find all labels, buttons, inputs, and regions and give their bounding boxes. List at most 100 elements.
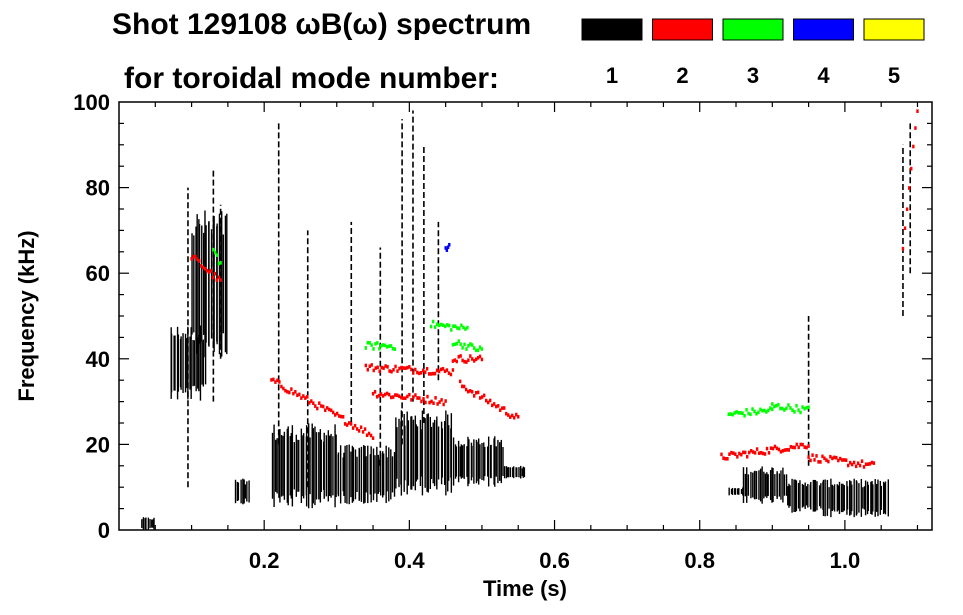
legend-swatch-3 (722, 18, 784, 41)
mode-mark (491, 403, 494, 408)
mode-mark (469, 342, 472, 346)
mode-mark (739, 411, 742, 415)
mode-mark (730, 450, 733, 455)
mode-mark (749, 448, 753, 453)
mode-mark (365, 433, 369, 438)
mode-mark (480, 347, 484, 351)
mode-mark (751, 407, 754, 411)
mode-mark (795, 403, 798, 408)
mode-mark (773, 404, 776, 409)
mode-mark (433, 371, 437, 376)
mode-mark (412, 371, 415, 375)
mode-mark (444, 246, 447, 250)
mode-mark (737, 411, 740, 415)
mode-mark (466, 325, 469, 330)
mode-mark (400, 395, 403, 400)
mode-mark (799, 442, 802, 447)
mode-mark (734, 452, 737, 457)
mode-mark (205, 268, 209, 273)
mode-mark (868, 462, 872, 466)
mode-mark (217, 275, 220, 280)
legend-label-5: 5 (888, 63, 900, 88)
mode-mark (741, 411, 744, 416)
mode-mark (821, 454, 824, 459)
mode-mark (339, 414, 343, 419)
mode-mark (815, 454, 818, 458)
mode-mark (751, 450, 755, 454)
mode-mark (733, 411, 736, 415)
mode-mark (290, 387, 293, 391)
mode-mark (322, 404, 325, 409)
mode-mark (811, 453, 814, 457)
y-tick-label: 40 (86, 347, 110, 372)
mode-mark (827, 459, 830, 464)
mode-mark (470, 389, 474, 394)
y-tick-label: 20 (86, 432, 110, 457)
mode-mark (209, 269, 213, 273)
mode-mark (190, 256, 193, 261)
mode-mark (447, 371, 451, 375)
mode-mark (370, 343, 373, 347)
mode-mark (217, 261, 221, 266)
mode-mark (430, 399, 433, 404)
mode-mark (903, 226, 907, 231)
mode-mark (837, 458, 840, 463)
mode-mark (459, 354, 462, 358)
mode-mark (462, 384, 466, 389)
mode-mark (907, 186, 911, 190)
mode-mark (380, 343, 383, 348)
mode-mark (457, 354, 460, 359)
mode-mark (789, 406, 792, 410)
mode-mark (387, 392, 391, 397)
mode-mark (304, 396, 307, 400)
mode-mark (343, 422, 347, 426)
mode-mark (474, 357, 478, 362)
mode-mark (404, 396, 407, 401)
mode-mark (795, 442, 798, 447)
mode-mark (452, 324, 455, 328)
mode-mark (787, 448, 791, 452)
mode-mark (406, 394, 409, 399)
mode-mark (848, 460, 852, 465)
mode-mark (384, 364, 387, 368)
mode-mark (460, 323, 463, 328)
mode-mark (310, 399, 313, 403)
mode-mark (807, 444, 810, 448)
mode-mark (767, 451, 771, 455)
mode-mark (474, 348, 478, 353)
mode-mark (374, 342, 377, 346)
mode-mark (453, 358, 457, 362)
mode-mark (912, 144, 915, 149)
mode-mark (347, 421, 351, 425)
mode-mark (797, 445, 800, 450)
mode-mark (300, 396, 303, 400)
mode-mark (916, 109, 919, 113)
mode-mark (294, 389, 297, 394)
mode-mark (735, 410, 738, 414)
series-2 (190, 109, 919, 469)
mode-mark (402, 396, 405, 400)
mode-mark (845, 458, 848, 463)
mode-mark (779, 406, 782, 411)
mode-mark (759, 450, 763, 455)
mode-mark (505, 411, 508, 416)
mode-mark (467, 344, 470, 348)
legend-label-1: 1 (606, 63, 618, 88)
mode-mark (901, 246, 905, 251)
mode-mark (846, 463, 850, 468)
mode-mark (215, 278, 218, 282)
mode-mark (463, 342, 466, 347)
legend-swatch-2 (652, 18, 713, 41)
mode-mark (480, 357, 484, 362)
mode-mark (213, 250, 217, 255)
mode-mark (785, 448, 789, 452)
mode-mark (501, 406, 504, 410)
mode-mark (466, 389, 470, 394)
mode-mark (381, 394, 385, 398)
mode-mark (270, 378, 273, 382)
mode-mark (196, 257, 199, 262)
mode-mark (371, 436, 375, 440)
mode-mark (219, 278, 222, 282)
mode-mark (469, 354, 472, 358)
mode-mark (378, 346, 381, 351)
